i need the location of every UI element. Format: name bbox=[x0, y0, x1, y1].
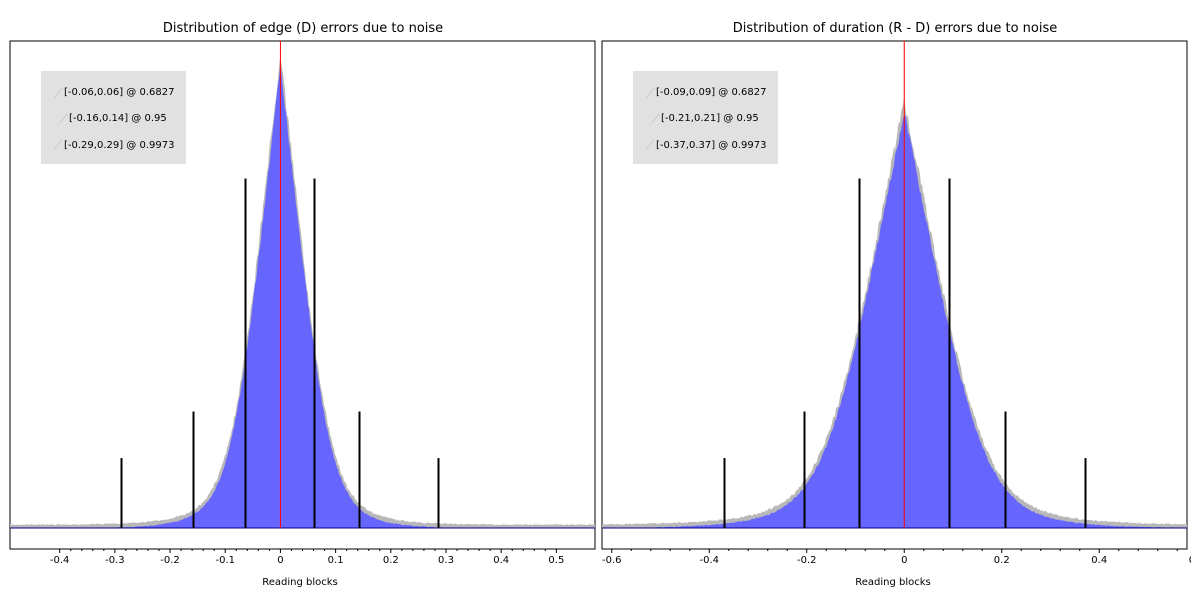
x-tick-label: 0.2 bbox=[994, 555, 1010, 566]
legend-swatch bbox=[645, 139, 655, 151]
x-tick-label: -0.3 bbox=[105, 555, 125, 566]
x-tick-label: 0 bbox=[901, 555, 907, 566]
x-axis-ticks: -0.4 -0.3 -0.2 -0.1 0 0.1 0.2 0.3 0.4 0.5 bbox=[50, 549, 564, 566]
legend-entry-1: [-0.09,0.09] @ 0.6827 bbox=[656, 87, 766, 98]
x-tick-label: 0.4 bbox=[493, 555, 509, 566]
x-axis-label: Reading blocks bbox=[262, 577, 338, 588]
x-tick-label: 0 bbox=[277, 555, 283, 566]
x-axis-ticks: -0.6 -0.4 -0.2 0 0.2 0.4 0.6 bbox=[602, 549, 1191, 566]
legend-entry-3: [-0.37,0.37] @ 0.9973 bbox=[656, 140, 766, 151]
legend-entry-2: [-0.16,0.14] @ 0.95 bbox=[69, 113, 167, 124]
x-tick-label: 0.1 bbox=[328, 555, 344, 566]
histogram-bars bbox=[10, 68, 595, 528]
x-tick-label: -0.4 bbox=[50, 555, 70, 566]
histogram bbox=[10, 59, 595, 529]
x-axis-label: Reading blocks bbox=[855, 577, 931, 588]
interval-markers bbox=[120, 178, 440, 528]
legend-entry-2: [-0.21,0.21] @ 0.95 bbox=[661, 113, 759, 124]
x-tick-label: 0.6 bbox=[1189, 555, 1191, 566]
x-tick-label: -0.4 bbox=[699, 555, 719, 566]
chart-left: Distribution of edge (D) errors due to n… bbox=[9, 21, 596, 588]
legend-swatch bbox=[53, 139, 63, 151]
x-tick-label: 0.5 bbox=[548, 555, 564, 566]
x-tick-label: -0.1 bbox=[215, 555, 235, 566]
legend-box bbox=[633, 71, 778, 164]
legend-swatch bbox=[645, 87, 655, 99]
legend-entry-3: [-0.29,0.29] @ 0.9973 bbox=[64, 140, 174, 151]
chart-right: Distribution of duration (R - D) errors … bbox=[601, 21, 1191, 588]
interval-markers bbox=[723, 178, 1087, 528]
x-tick-label: 0.4 bbox=[1091, 555, 1107, 566]
x-tick-label: -0.2 bbox=[797, 555, 817, 566]
legend-swatch bbox=[53, 87, 63, 99]
x-tick-label: 0.2 bbox=[383, 555, 399, 566]
legend-swatch bbox=[58, 113, 68, 125]
histogram-bars bbox=[602, 115, 1187, 528]
chart-title: Distribution of duration (R - D) errors … bbox=[733, 21, 1058, 36]
legend: [-0.06,0.06] @ 0.6827 [-0.16,0.14] @ 0.9… bbox=[41, 71, 186, 164]
legend-entry-1: [-0.06,0.06] @ 0.6827 bbox=[64, 87, 174, 98]
x-tick-label: 0.3 bbox=[438, 555, 454, 566]
legend-box bbox=[41, 71, 186, 164]
histogram bbox=[602, 97, 1187, 529]
legend-swatch bbox=[650, 113, 660, 125]
legend: [-0.09,0.09] @ 0.6827 [-0.21,0.21] @ 0.9… bbox=[633, 71, 778, 164]
x-tick-label: -0.2 bbox=[160, 555, 180, 566]
chart-title: Distribution of edge (D) errors due to n… bbox=[163, 21, 443, 36]
x-tick-label: -0.6 bbox=[602, 555, 622, 566]
